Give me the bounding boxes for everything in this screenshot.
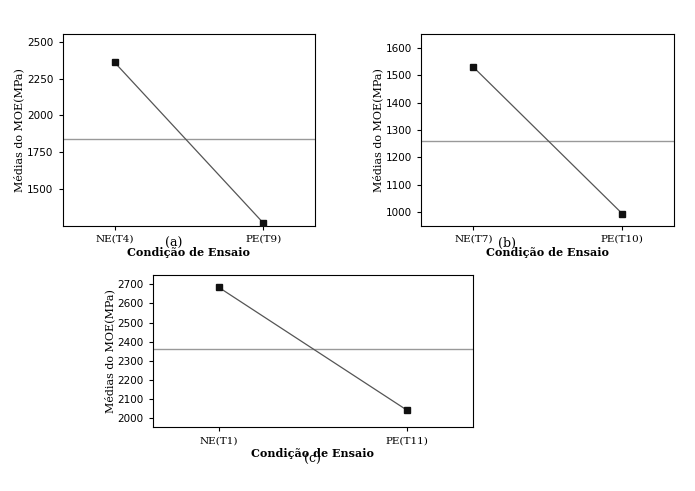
Y-axis label: Médias do MOE(MPa): Médias do MOE(MPa): [14, 68, 24, 192]
Text: (a): (a): [165, 237, 182, 249]
Y-axis label: Médias do MOE(MPa): Médias do MOE(MPa): [104, 289, 115, 413]
X-axis label: Condição de Ensaio: Condição de Ensaio: [127, 246, 250, 258]
Text: (c): (c): [304, 453, 321, 465]
X-axis label: Condição de Ensaio: Condição de Ensaio: [486, 246, 610, 258]
X-axis label: Condição de Ensaio: Condição de Ensaio: [252, 448, 374, 459]
Text: (b): (b): [498, 237, 516, 249]
Y-axis label: Médias do MOE(MPa): Médias do MOE(MPa): [373, 68, 384, 192]
